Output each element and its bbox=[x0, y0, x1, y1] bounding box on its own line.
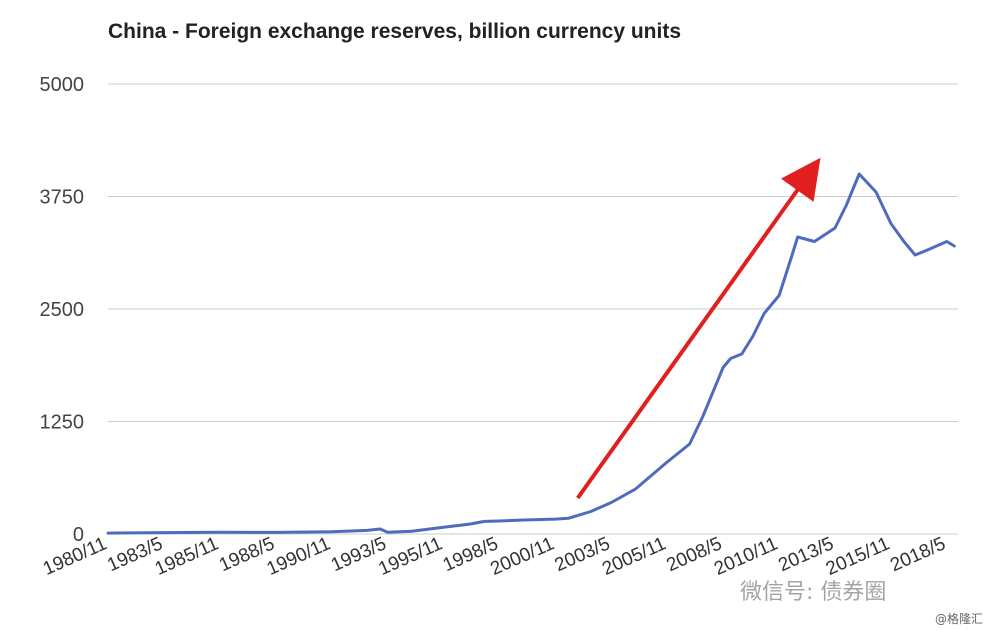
x-tick-label: 2010/11 bbox=[711, 533, 781, 580]
watermark-line1: 微信号: bbox=[740, 580, 821, 605]
x-axis-ticks: 1980/111983/51985/111988/51990/111993/51… bbox=[40, 533, 949, 580]
annotation-layer bbox=[576, 157, 821, 500]
x-tick-label: 1995/11 bbox=[376, 533, 446, 580]
watermark-line2: 债券圈 bbox=[820, 580, 887, 605]
x-tick-label: 2015/11 bbox=[823, 533, 893, 580]
watermark: 微信号: 债券圈 bbox=[740, 574, 886, 606]
x-tick-label: 1985/11 bbox=[152, 533, 222, 580]
watermark-small: @格隆汇 bbox=[935, 610, 983, 627]
x-tick-label: 2018/5 bbox=[887, 533, 949, 576]
y-tick-label: 0 bbox=[73, 524, 84, 546]
y-tick-label: 5000 bbox=[40, 74, 85, 96]
series-layer bbox=[106, 172, 956, 535]
y-tick-label: 2500 bbox=[40, 299, 85, 321]
y-tick-label: 1250 bbox=[40, 412, 85, 434]
y-tick-label: 3750 bbox=[40, 187, 85, 209]
y-axis-ticks: 0 1250 2500 3750 5000 bbox=[40, 74, 85, 546]
series-line-0 bbox=[106, 172, 956, 535]
x-tick-label: 1990/11 bbox=[264, 533, 334, 580]
grid-layer bbox=[108, 83, 958, 535]
x-tick-label: 2005/11 bbox=[599, 533, 669, 580]
watermark-small-text: @格隆汇 bbox=[935, 612, 984, 626]
trend-arrow bbox=[576, 157, 821, 500]
chart-title: China - Foreign exchange reserves, billi… bbox=[108, 20, 681, 43]
x-tick-label: 2000/11 bbox=[487, 533, 557, 580]
